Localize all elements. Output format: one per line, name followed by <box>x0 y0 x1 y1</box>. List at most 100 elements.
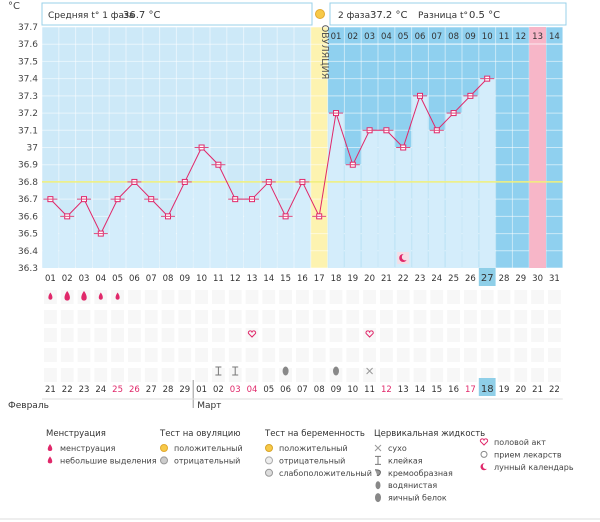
calendar-date: 11 <box>364 385 375 395</box>
calendar-date: 18 <box>481 384 494 395</box>
marker-cell <box>161 290 175 304</box>
marker-cell <box>77 310 91 324</box>
today-day-highlight <box>478 268 496 286</box>
marker-cell <box>346 310 360 324</box>
marker-cell <box>548 368 561 382</box>
drop-icon <box>47 444 53 451</box>
ovulation-label: ОВУЛЯЦИЯ <box>319 25 330 80</box>
marker-cell <box>464 290 477 304</box>
calendar-date: 02 <box>213 385 224 395</box>
y-tick-label: 36.5 <box>18 230 38 240</box>
marker-cell <box>329 328 343 342</box>
marker-cell <box>413 310 427 324</box>
marker-cell <box>363 368 376 382</box>
temperature-bar <box>59 216 76 268</box>
diff-label: Разница t° <box>418 11 468 21</box>
temperature-bar <box>328 113 344 268</box>
calendar-date: 29 <box>179 385 190 395</box>
calendar-date: 12 <box>381 385 392 395</box>
phase2-day-label: 13 <box>532 32 543 42</box>
marker-cell <box>548 310 561 324</box>
drop-icon <box>81 291 87 301</box>
cycle-day-label: 10 <box>196 274 207 284</box>
weak-preg-icon <box>265 468 273 477</box>
marker-cell <box>262 310 276 324</box>
calendar-date: 23 <box>79 385 90 395</box>
phase2-value: 37.2 °C <box>370 10 407 21</box>
calendar-date: 06 <box>280 385 291 395</box>
marker-cell <box>144 328 158 342</box>
calendar-date: 16 <box>448 385 459 395</box>
marker-cell <box>497 368 511 382</box>
marker-cell <box>111 368 124 382</box>
calendar-date: 08 <box>314 385 325 395</box>
marker-cell <box>514 328 528 342</box>
phase2-day-label: 04 <box>381 32 392 42</box>
calendar-date: 15 <box>431 385 442 395</box>
marker-cell <box>161 348 175 362</box>
marker-cell <box>464 348 477 362</box>
cycle-day-label: 26 <box>465 274 476 284</box>
calendar-date: 14 <box>415 385 426 395</box>
diff-value: 0.5 °C <box>469 10 500 21</box>
marker-cell <box>514 368 528 382</box>
temperature-bar <box>227 199 244 268</box>
y-unit-label: °C <box>8 1 20 12</box>
marker-cell <box>296 368 309 382</box>
marker-cell <box>228 310 242 324</box>
marker-cell <box>531 310 544 324</box>
marker-cell <box>430 368 444 382</box>
marker-cell <box>128 348 141 362</box>
marker-cell <box>480 328 494 342</box>
marker-cell <box>363 310 376 324</box>
cycle-day-label: 30 <box>532 274 543 284</box>
marker-cell <box>329 290 343 304</box>
marker-cell <box>161 310 175 324</box>
cycle-day-label: 27 <box>481 273 494 284</box>
cycle-day-label: 07 <box>146 274 157 284</box>
calendar-date: 24 <box>95 385 106 395</box>
marker-cell <box>312 368 326 382</box>
calendar-date: 04 <box>247 385 258 395</box>
phase2-day-label: 11 <box>499 32 510 42</box>
y-tick-label: 37.2 <box>18 109 38 119</box>
marker-cell <box>144 368 158 382</box>
marker-cell <box>497 348 511 362</box>
marker-cell <box>228 348 242 362</box>
month-label-mar: Март <box>197 401 221 411</box>
marker-cell <box>296 290 309 304</box>
marker-cell <box>262 348 276 362</box>
calendar-date: 09 <box>331 385 342 395</box>
cycle-day-label: 06 <box>129 274 140 284</box>
marker-cell <box>144 310 158 324</box>
calendar-date: 22 <box>549 385 560 395</box>
marker-cell <box>296 310 309 324</box>
calendar-date: 19 <box>499 385 510 395</box>
cycle-day-label: 02 <box>62 274 73 284</box>
marker-cell <box>548 328 561 342</box>
calendar-date: 28 <box>163 385 174 395</box>
drop-icon <box>115 292 120 300</box>
y-tick-label: 36.7 <box>18 195 38 205</box>
marker-cell <box>296 348 309 362</box>
temperature-bar <box>244 199 260 268</box>
marker-cell <box>178 348 192 362</box>
marker-cell <box>480 310 494 324</box>
marker-cell <box>430 328 444 342</box>
temperature-bar <box>395 147 412 268</box>
cycle-day-label: 12 <box>230 274 241 284</box>
marker-cell <box>279 348 292 362</box>
y-tick-label: 36.3 <box>18 264 38 274</box>
marker-cell <box>128 368 141 382</box>
marker-cell <box>111 328 124 342</box>
marker-cell <box>363 348 376 362</box>
cycle-day-label: 29 <box>515 274 526 284</box>
marker-cell <box>94 368 108 382</box>
marker-cell <box>363 328 376 342</box>
marker-cell <box>245 328 259 342</box>
marker-cell <box>279 290 292 304</box>
calendar-date: 05 <box>263 385 274 395</box>
marker-cell <box>128 310 141 324</box>
marker-cell <box>262 328 276 342</box>
marker-cell <box>262 290 276 304</box>
